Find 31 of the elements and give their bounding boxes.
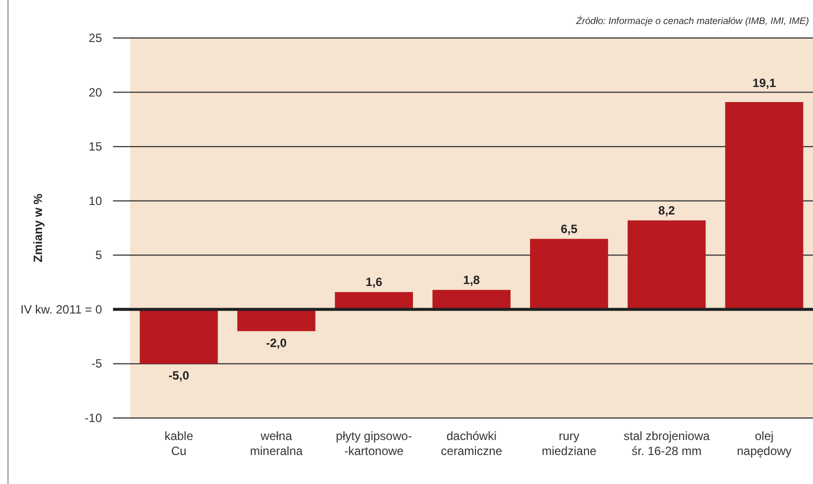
bar	[140, 309, 218, 364]
y-tick-label: IV kw. 2011 = 0	[20, 302, 102, 316]
x-tick-label: płyty gipsowo- -kartonowe	[336, 429, 412, 458]
bar	[628, 220, 706, 310]
y-tick-label: 15	[88, 140, 102, 154]
bar	[725, 102, 804, 310]
y-tick-label: 10	[88, 194, 102, 208]
data-label: -2,0	[266, 336, 288, 350]
data-label: -5,0	[168, 368, 190, 383]
data-label: 19,1	[752, 76, 776, 90]
text: Źródło: Informacje o cenach materiałów (IMB, IMI, IME)	[575, 15, 809, 27]
x-tick-label: kable Cu	[164, 429, 194, 458]
bar	[237, 309, 316, 332]
x-tick-label: rury miedziane	[542, 429, 597, 458]
bar	[334, 292, 413, 310]
y-tick-label: 5	[95, 248, 102, 262]
data-label: 1,6	[366, 275, 383, 290]
data-label: 8,2	[658, 203, 676, 218]
x-tick-label: wełna mineralna	[250, 429, 304, 458]
data-label: 1,8	[463, 272, 480, 287]
y-tick-label: -10	[84, 411, 102, 425]
x-tick-label: stal zbrojeniowa śr. 16-28 mm	[624, 429, 710, 458]
data-label: 6,5	[560, 222, 578, 236]
bar	[530, 238, 608, 310]
y-tick-label: -5	[91, 356, 102, 371]
y-axis-title: Zmiany w %	[31, 193, 45, 262]
y-tick-label: 25	[88, 31, 102, 45]
bar	[432, 290, 511, 310]
x-tick-label: olej napędowy	[736, 429, 792, 458]
x-tick-label: dachówki ceramiczne	[440, 429, 502, 458]
y-tick-label: 20	[88, 85, 102, 100]
